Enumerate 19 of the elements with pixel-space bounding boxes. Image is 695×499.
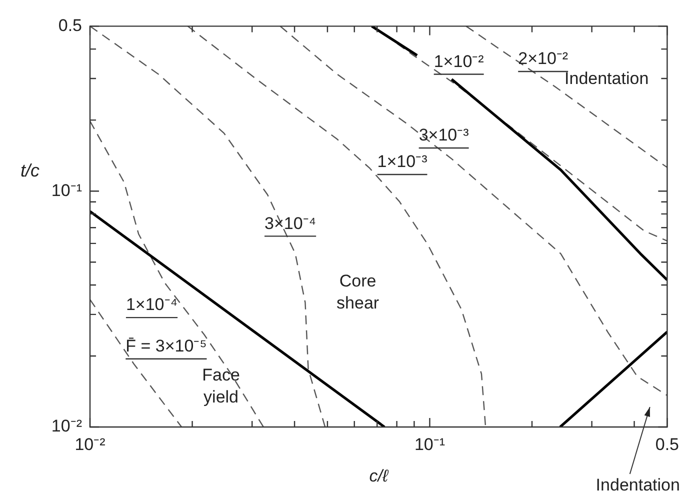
annotation: Indentation [564, 68, 649, 88]
annotation: Core shear [336, 271, 380, 312]
annotation: 3×10⁻⁴ [264, 214, 316, 233]
annotation: 1×10⁻² [434, 52, 484, 71]
x-tick-label: 10⁻² [74, 434, 106, 454]
annotation: Face yield [202, 366, 240, 407]
text: Indentation [596, 476, 680, 495]
annotation: 2×10⁻² [518, 49, 568, 68]
x-tick-label: 0.5 [655, 434, 680, 454]
annotation: 1×10⁻³ [377, 152, 428, 172]
y-tick-label: 10⁻² [51, 416, 82, 436]
y-tick-label: 10⁻¹ [51, 180, 82, 200]
x-tick-label: 10⁻¹ [414, 434, 446, 454]
x-axis-title: c/ℓ [369, 466, 390, 486]
annotation: 1×10⁻⁴ [126, 295, 178, 314]
y-axis-title: t/c [20, 160, 40, 181]
annotation: 3×10⁻³ [418, 126, 470, 145]
annotation: F̄ = 3×10⁻⁵ [126, 336, 207, 356]
y-tick-label: 0.5 [58, 16, 82, 35]
